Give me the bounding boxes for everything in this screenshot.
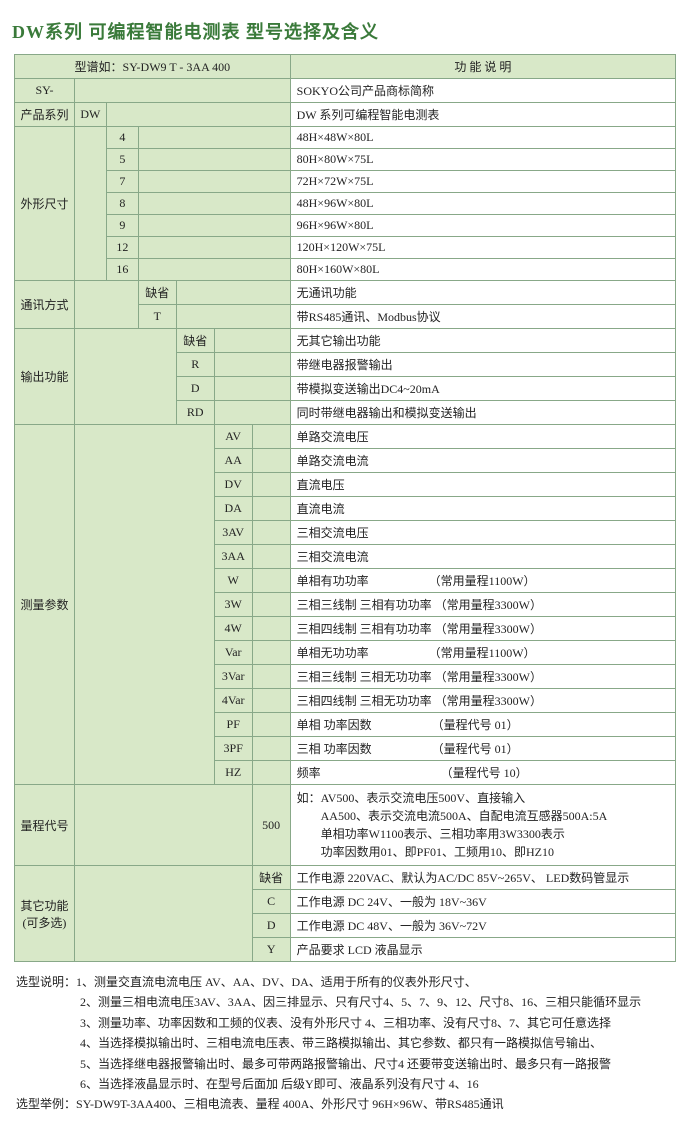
row-output: 输出功能 缺省 无其它输出功能 xyxy=(15,329,676,353)
row-measure: 测量参数 AV 单路交流电压 xyxy=(15,425,676,449)
range-desc: 如：AV500、表示交流电压500V、直接输入 AA500、表示交流电流500A… xyxy=(290,785,675,866)
row-shape: 外形尺寸 4 48H×48W×80L xyxy=(15,127,676,149)
notes-block: 选型说明：1、测量交直流电流电压 AV、AA、DV、DA、适用于所有的仪表外形尺… xyxy=(16,972,675,1115)
model-table: 型谱如：SY-DW9 T - 3AA 400 功 能 说 明 SY- SOKYO… xyxy=(14,54,676,962)
sel-label: 选型说明： xyxy=(16,975,76,989)
row-series: 产品系列 DW DW 系列可编程智能电测表 xyxy=(15,103,676,127)
model-label: 型谱如：SY-DW9 T - 3AA 400 xyxy=(15,55,291,79)
header-row: 型谱如：SY-DW9 T - 3AA 400 功 能 说 明 xyxy=(15,55,676,79)
row-range: 量程代号 500 如：AV500、表示交流电压500V、直接输入 AA500、表… xyxy=(15,785,676,866)
ex-label: 选型举例： xyxy=(16,1097,76,1111)
page-title: DW系列 可编程智能电测表 型号选择及含义 xyxy=(12,18,675,44)
row-other: 其它功能 (可多选) 缺省 工作电源 220VAC、默认为AC/DC 85V~2… xyxy=(15,866,676,890)
func-label: 功 能 说 明 xyxy=(290,55,675,79)
row-comm: 通讯方式 缺省 无通讯功能 xyxy=(15,281,676,305)
row-sy: SY- SOKYO公司产品商标简称 xyxy=(15,79,676,103)
